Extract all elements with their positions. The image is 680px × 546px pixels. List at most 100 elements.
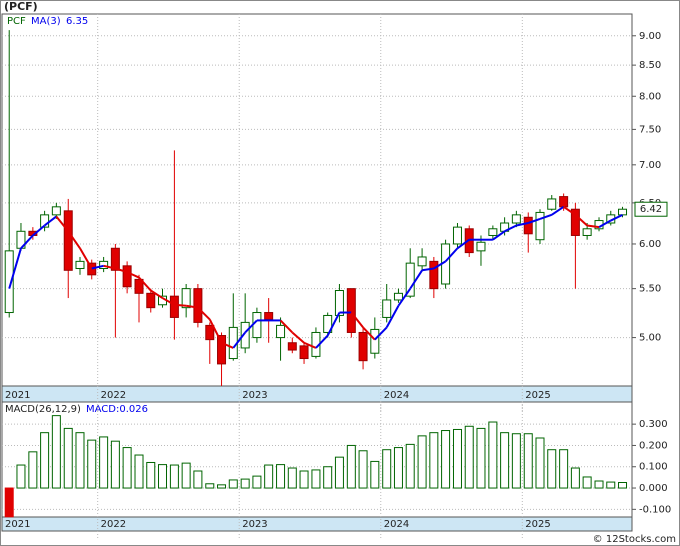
candle-body bbox=[323, 314, 333, 333]
macd-bar bbox=[87, 439, 97, 489]
x-tick-label: 2025 bbox=[525, 390, 550, 401]
macd-bar bbox=[511, 433, 521, 489]
y-tick-label: -0.100 bbox=[639, 504, 671, 515]
macd-bar bbox=[618, 482, 628, 489]
candle-body bbox=[570, 208, 580, 236]
ma-line bbox=[8, 247, 22, 289]
candle-body bbox=[51, 206, 61, 216]
candle-body bbox=[40, 214, 50, 228]
macd-bar bbox=[240, 478, 250, 489]
candle-body bbox=[63, 210, 73, 271]
ma-line bbox=[138, 276, 152, 292]
ma-line bbox=[20, 234, 34, 249]
macd-bar bbox=[346, 444, 356, 489]
ma-line bbox=[291, 331, 305, 344]
ma-line bbox=[197, 306, 211, 321]
macd-bar bbox=[158, 464, 168, 489]
candle-body bbox=[417, 256, 427, 267]
candle-body bbox=[452, 226, 462, 245]
candle-body bbox=[393, 292, 403, 301]
x-tick-label: 2025 bbox=[525, 519, 550, 530]
candle-body bbox=[429, 260, 439, 290]
ma-line bbox=[397, 288, 412, 307]
candle-body bbox=[4, 250, 14, 314]
macd-bar bbox=[181, 462, 191, 489]
legend-macd-value: MACD:0.026 bbox=[86, 404, 148, 415]
macd-bar bbox=[276, 464, 286, 489]
ma-line bbox=[43, 215, 57, 227]
candle-body bbox=[382, 299, 392, 318]
candle-body bbox=[488, 228, 498, 236]
y-tick-label: 0.200 bbox=[639, 440, 668, 451]
candle-body bbox=[535, 211, 545, 241]
macd-bar bbox=[110, 440, 120, 489]
x-tick-label: 2021 bbox=[5, 519, 30, 530]
candle-body bbox=[240, 321, 250, 349]
ma-line bbox=[409, 269, 423, 290]
candle-body bbox=[511, 214, 521, 224]
ma-line bbox=[55, 215, 70, 232]
footer: © 12Stocks.com bbox=[593, 534, 676, 545]
ma-line bbox=[586, 224, 600, 229]
y-tick-label: 8.50 bbox=[639, 60, 661, 71]
candle-body bbox=[276, 324, 286, 339]
ma-line bbox=[185, 304, 199, 309]
ma-line bbox=[279, 319, 294, 334]
macd-bar bbox=[40, 432, 50, 489]
ma-line bbox=[91, 264, 104, 270]
macd-bar bbox=[594, 480, 604, 489]
candle-body bbox=[181, 288, 191, 309]
macd-bar bbox=[417, 435, 427, 489]
ma-line bbox=[350, 311, 364, 329]
macd-bar bbox=[452, 428, 462, 489]
ma-line bbox=[516, 222, 529, 227]
candle-body bbox=[134, 278, 144, 294]
candle-body bbox=[370, 328, 380, 354]
candle-body bbox=[205, 324, 215, 341]
candle-body bbox=[523, 216, 533, 235]
macd-bar bbox=[169, 464, 179, 489]
candle-body bbox=[110, 247, 120, 271]
ma-line bbox=[374, 326, 388, 341]
macd-bar bbox=[311, 469, 321, 489]
candle-body bbox=[346, 288, 356, 333]
ma-line bbox=[421, 267, 434, 272]
ma-line bbox=[326, 312, 341, 336]
candle-body bbox=[582, 228, 592, 236]
ma-line bbox=[303, 341, 317, 349]
ma-line bbox=[456, 238, 470, 250]
legend-ma-value: 6.35 bbox=[66, 16, 88, 27]
last-price-label: 6.42 bbox=[640, 204, 662, 215]
ma-line bbox=[362, 326, 376, 341]
x-tick-label: 2022 bbox=[101, 390, 126, 401]
y-tick-label: 0.000 bbox=[639, 483, 668, 494]
macd-bar bbox=[217, 484, 227, 489]
candle-body bbox=[287, 342, 297, 351]
ma-line bbox=[492, 230, 506, 241]
y-tick-label: 8.00 bbox=[639, 91, 661, 102]
candle-body bbox=[217, 335, 227, 365]
macd-bar bbox=[393, 447, 403, 489]
candle-body bbox=[405, 262, 415, 297]
macd-bar bbox=[134, 454, 144, 489]
ma-line bbox=[115, 267, 128, 274]
x-tick-label: 2021 bbox=[5, 390, 30, 401]
ma-line bbox=[551, 206, 565, 216]
ma-line bbox=[574, 214, 588, 227]
macd-bar bbox=[358, 450, 368, 489]
ma-line bbox=[539, 213, 553, 220]
macd-bar bbox=[464, 425, 474, 489]
candle-body bbox=[264, 312, 274, 320]
candle-body bbox=[99, 260, 109, 270]
ma-line bbox=[315, 334, 329, 349]
ma-line bbox=[103, 264, 116, 270]
y-tick-label: 6.00 bbox=[639, 239, 661, 250]
macd-bar bbox=[193, 470, 203, 489]
ma-line bbox=[126, 271, 140, 279]
ma-line bbox=[610, 213, 623, 222]
candle-body bbox=[358, 331, 368, 362]
candle-body bbox=[299, 345, 309, 360]
x-tick-label: 2023 bbox=[242, 390, 267, 401]
ma-line bbox=[67, 230, 81, 249]
ma-line bbox=[150, 289, 164, 299]
